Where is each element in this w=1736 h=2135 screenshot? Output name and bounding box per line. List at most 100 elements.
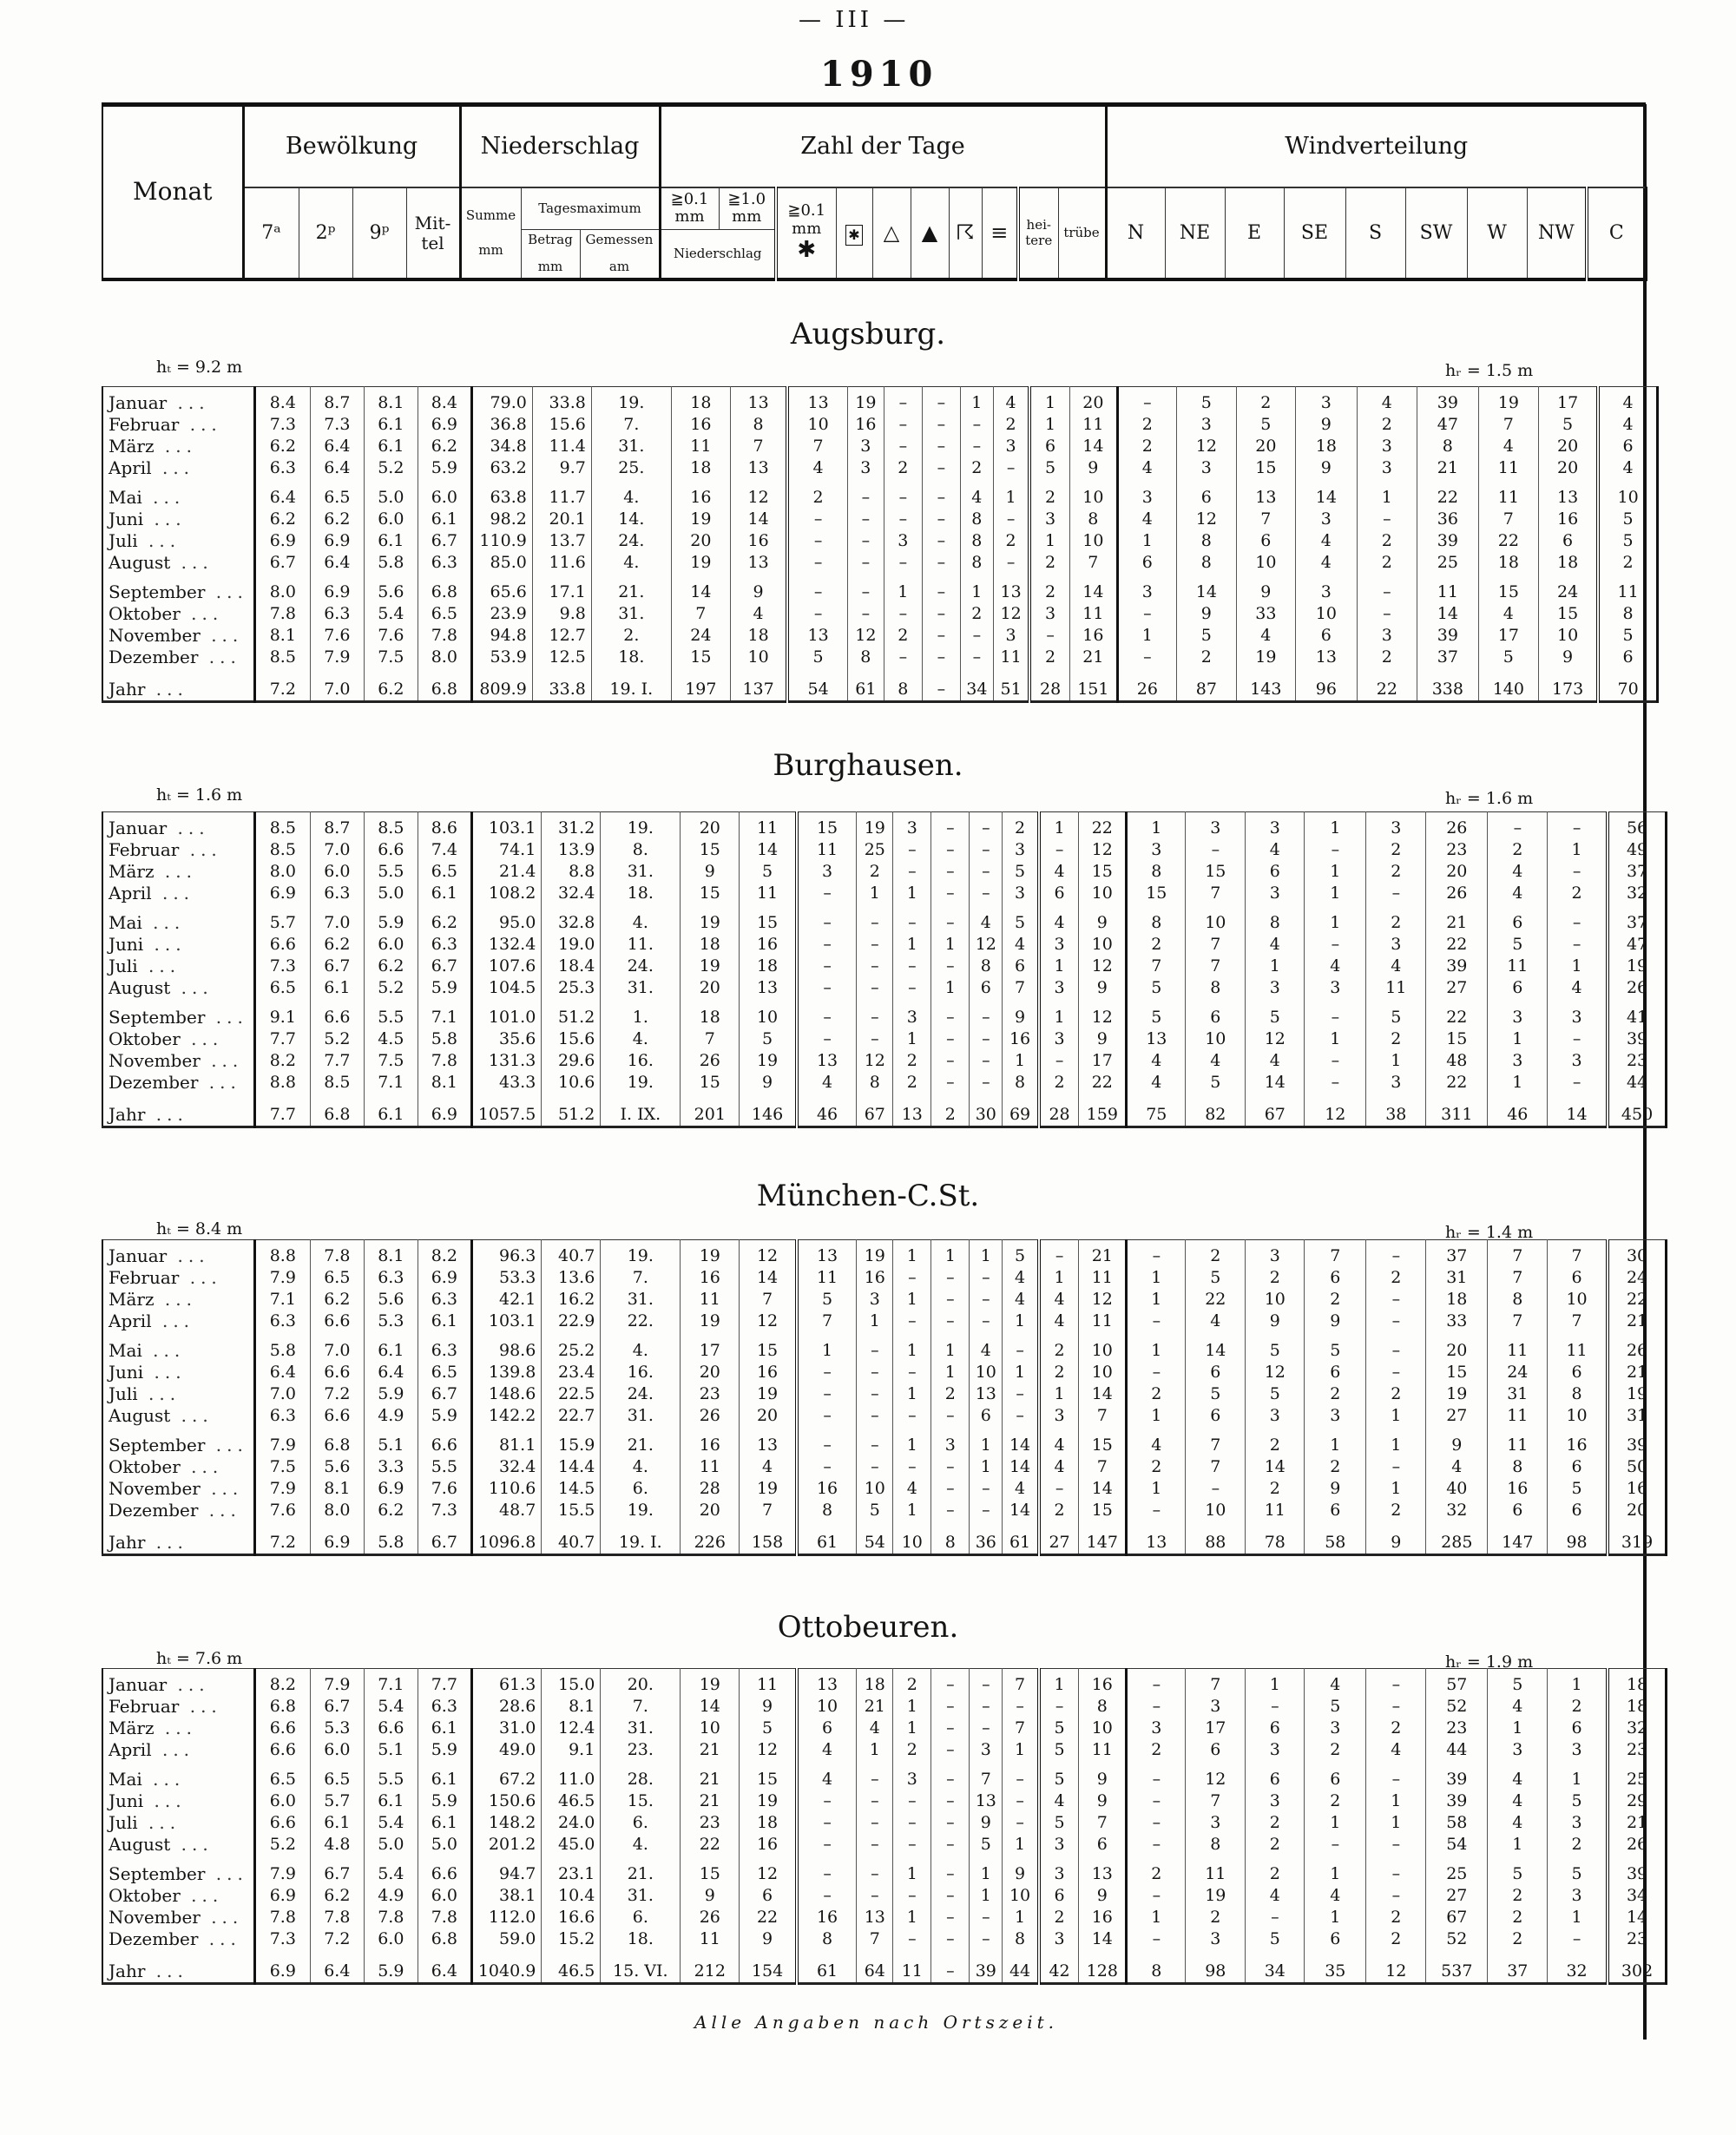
value-cell: 6.1 (417, 1812, 472, 1834)
month-label: November (108, 1478, 201, 1499)
value-cell: 12 (1245, 1362, 1305, 1383)
value-cell: 1 (1304, 1856, 1366, 1885)
value-cell: 3 (1547, 999, 1608, 1028)
value-cell: 11 (1078, 1311, 1127, 1332)
value-cell: 6.4 (309, 1950, 365, 1984)
value-cell: 11 (1487, 956, 1548, 977)
value-cell: 3 (1036, 934, 1079, 956)
value-cell: 2 (883, 457, 923, 479)
header-niederschlag: Niederschlag (458, 104, 660, 188)
value-cell: 9.1 (541, 1739, 601, 1761)
value-cell: – (1115, 647, 1177, 668)
value-cell: 2 (992, 530, 1030, 552)
value-cell: 6.0 (363, 1928, 418, 1950)
leader-dots: ... (141, 912, 186, 933)
value-cell: – (883, 603, 923, 625)
value-cell: 14 (1185, 1332, 1246, 1362)
value-cell: 8.5 (309, 1072, 365, 1094)
value-cell: 5.4 (363, 603, 418, 625)
value-cell: 11 (794, 1267, 857, 1289)
value-cell: 31. (590, 603, 672, 625)
value-cell: 4 (1365, 1739, 1426, 1761)
value-cell: 13 (992, 574, 1030, 603)
value-cell: 9 (1002, 999, 1039, 1028)
value-cell: 26 (680, 1405, 740, 1427)
value-cell: 6 (1185, 1739, 1246, 1761)
value-cell: 8.1 (309, 1478, 365, 1500)
month-cell: April ... (101, 1739, 255, 1761)
leader-dots: ... (179, 1696, 222, 1717)
value-cell: 15 (1425, 1028, 1488, 1050)
value-cell: 6.9 (309, 574, 365, 603)
value-cell: 2 (1036, 1500, 1079, 1521)
value-cell: 11 (680, 1928, 740, 1950)
value-cell: 5.4 (363, 1812, 418, 1834)
value-cell: 11 (680, 1456, 740, 1478)
value-cell: 5.6 (363, 1289, 418, 1311)
value-cell: 25 (1416, 552, 1479, 574)
value-cell: 7 (1477, 414, 1539, 436)
value-cell: 10 (729, 647, 788, 668)
month-label: August (108, 977, 171, 998)
value-cell: – (892, 1790, 931, 1812)
value-cell: 3 (1487, 999, 1548, 1028)
value-cell: 2 (1175, 647, 1237, 668)
leader-dots: ... (200, 1050, 244, 1071)
value-cell: – (1365, 1668, 1426, 1696)
snow-cover-icon: ✱ (835, 187, 872, 279)
value-cell: 25.2 (541, 1332, 601, 1362)
value-cell: 8 (883, 668, 923, 702)
value-cell: – (1185, 1478, 1246, 1500)
value-cell: 2 (1365, 1267, 1426, 1289)
value-cell: 2 (1365, 861, 1426, 883)
value-cell: 30 (969, 1094, 1003, 1127)
value-cell: 103.1 (470, 1311, 542, 1332)
table-row: Dezember ... 8.8 8.5 7.1 8.1 43.3 10.6 19. 15 9 4 8… (101, 1072, 1668, 1094)
value-cell: 6.4 (309, 457, 365, 479)
value-cell: 51.2 (541, 1094, 601, 1127)
value-cell: 6 (1547, 1456, 1608, 1478)
value-cell: 16 (680, 1267, 740, 1289)
header-snow-label: ≧0.1 (787, 200, 826, 220)
value-cell: 5 (1245, 1928, 1305, 1950)
value-cell: 7.6 (363, 625, 418, 647)
value-cell: 10 (856, 1478, 893, 1500)
value-cell: 11.6 (531, 552, 592, 574)
value-cell: 8 (1175, 552, 1237, 574)
value-cell: – (1036, 839, 1079, 861)
month-cell: Januar ... (101, 386, 255, 414)
value-cell: – (1245, 1907, 1305, 1928)
value-cell: 2 (1036, 1362, 1079, 1383)
value-cell: – (969, 1668, 1003, 1696)
value-cell: 4 (1115, 457, 1177, 479)
value-cell: – (1002, 1405, 1039, 1427)
value-cell: 6.6 (253, 1812, 311, 1834)
value-cell: 26 (680, 1907, 740, 1928)
value-cell: 5.5 (363, 999, 418, 1028)
value-cell: 6 (1078, 1834, 1127, 1856)
value-cell: 26 (1425, 811, 1488, 839)
value-cell: 8.1 (363, 1239, 418, 1267)
table-row: März ... 7.1 6.2 5.6 6.3 42.1 16.2 31. 11 7 5 3 1– –4… (101, 1289, 1668, 1311)
value-cell: – (786, 509, 848, 530)
value-cell: 2 (1028, 479, 1070, 509)
value-cell: 11 (670, 436, 731, 457)
month-label: November (108, 1907, 201, 1928)
value-cell: 36.8 (470, 414, 533, 436)
value-cell: 20 (1069, 386, 1118, 414)
value-cell: 32.4 (470, 1456, 542, 1478)
value-cell: 13 (786, 386, 848, 414)
value-cell: – (930, 1050, 970, 1072)
value-cell: 7.4 (417, 839, 472, 861)
value-cell: 4 (1425, 1456, 1488, 1478)
value-cell: 5.9 (417, 977, 472, 999)
value-cell: 11.0 (541, 1761, 601, 1790)
value-cell: 9 (1304, 1478, 1366, 1500)
value-cell: – (892, 1812, 931, 1834)
value-cell: – (930, 1928, 970, 1950)
value-cell: 15 (680, 883, 740, 904)
value-cell: 7.2 (253, 668, 311, 702)
value-cell: 46 (1487, 1094, 1548, 1127)
value-cell: 1 (1365, 1050, 1426, 1072)
table-row: März ... 6.2 6.4 6.1 6.2 34.8 11.4 31. 11 7 7 3– – –3… (101, 436, 1659, 457)
